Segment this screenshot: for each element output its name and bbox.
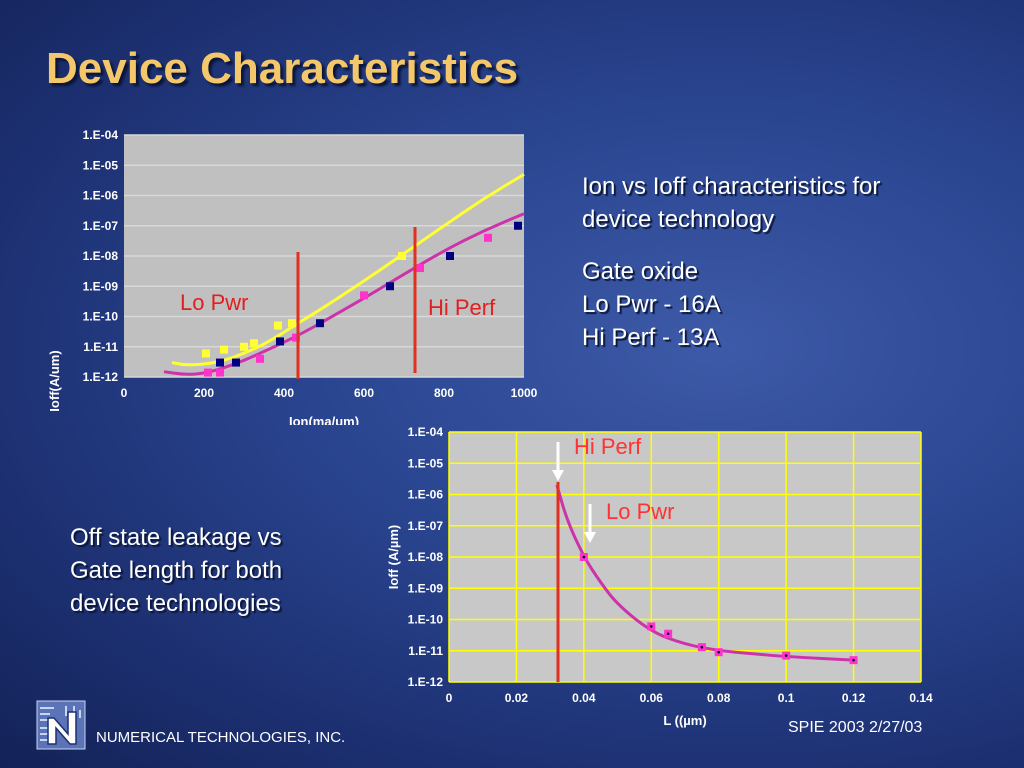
data-point-pink (292, 333, 300, 342)
x-tick-label: 200 (194, 386, 214, 400)
data-point-navy (386, 282, 394, 291)
data-point-yellow (240, 342, 248, 351)
leakage-description: Off state leakage vs Gate length for bot… (70, 521, 282, 620)
x-tick-label: 1000 (511, 386, 538, 400)
y-tick-label: 1.E-11 (408, 644, 443, 658)
y-tick-label: 1.E-12 (83, 370, 119, 384)
ion-ioff-chart: 1.E-12 1.E-11 1.E-10 1.E-09 1.E-08 1.E-07 1.E-… (47, 128, 538, 425)
data-point-navy (514, 221, 522, 230)
data-point-pink (256, 354, 264, 363)
x-tick-label: 0.14 (909, 691, 933, 705)
x-tick-label: 0 (446, 691, 453, 705)
nt-logo-icon (36, 700, 86, 750)
y-tick-label: 1.E-10 (83, 310, 119, 324)
data-point-navy (232, 358, 240, 367)
data-point-center (666, 632, 670, 636)
data-point-yellow (202, 349, 210, 358)
text-line: Ion vs Ioff characteristics for (582, 173, 881, 200)
hi-perf-oxide: Hi Perf - 13A (582, 324, 720, 351)
hi-perf-label: Hi Perf (574, 434, 642, 459)
x-tick-label: 400 (274, 386, 294, 400)
page-title: Device Characteristics (46, 44, 519, 93)
text-line: device technologies (70, 590, 281, 617)
text-line: Gate length for both (70, 557, 283, 584)
x-tick-label: 0.08 (707, 691, 731, 705)
data-point-center (852, 658, 855, 662)
series-curve-magenta (555, 484, 854, 662)
y-tick-label: 1.E-07 (83, 219, 119, 233)
data-point-pink (216, 368, 224, 377)
y-tick-label: 1.E-10 (408, 613, 444, 627)
data-point-yellow (250, 339, 258, 348)
y-axis-title: Ioff(A/um) (47, 350, 62, 411)
hi-perf-label: Hi Perf (428, 295, 496, 320)
ion-ioff-description: Ion vs Ioff characteristics for device t… (582, 170, 880, 236)
data-point-center (784, 654, 788, 657)
y-tick-label: 1.E-09 (408, 581, 444, 595)
lo-pwr-label: Lo Pwr (606, 499, 674, 524)
leakage-vs-length-chart: 1.E-12 1.E-11 1.E-10 1.E-09 1.E-08 1.E-07 1.E-… (386, 425, 933, 728)
y-tick-label: 1.E-07 (408, 519, 444, 533)
data-point-navy (276, 337, 284, 346)
y-tick-label: 1.E-08 (83, 249, 119, 263)
gate-oxide-heading: Gate oxide (582, 258, 699, 285)
data-point-pink (416, 264, 424, 273)
y-tick-label: 1.E-05 (83, 158, 119, 172)
x-axis-title: Ion(ma/um) (289, 414, 359, 425)
lo-pwr-arrow (584, 504, 596, 543)
data-point-center (717, 650, 721, 654)
data-point-center (582, 555, 586, 559)
x-tick-label: 0.12 (842, 691, 866, 705)
y-tick-label: 1.E-06 (83, 189, 119, 203)
data-point-navy (316, 319, 324, 328)
data-point-yellow (398, 252, 406, 260)
y-tick-label: 1.E-05 (408, 456, 444, 470)
x-tick-label: 0.06 (640, 691, 664, 705)
data-point-yellow (220, 345, 228, 354)
data-point-yellow (288, 319, 296, 328)
series-curve-magenta (163, 212, 525, 376)
gate-oxide-block: Gate oxide Lo Pwr - 16A Hi Perf - 13A (582, 255, 721, 354)
x-axis-title: L ((µm) (663, 713, 706, 728)
data-point-navy (216, 358, 224, 367)
y-tick-label: 1.E-04 (408, 425, 444, 439)
text-line: Off state leakage vs (70, 524, 282, 551)
x-tick-label: 0.02 (505, 691, 529, 705)
y-tick-label: 1.E-12 (408, 675, 444, 689)
lo-pwr-oxide: Lo Pwr - 16A (582, 291, 721, 318)
y-tick-label: 1.E-04 (83, 128, 119, 142)
data-point-center (649, 625, 653, 628)
y-tick-label: 1.E-06 (408, 488, 444, 502)
y-tick-label: 1.E-11 (83, 340, 118, 354)
footer-company: NUMERICAL TECHNOLOGIES, INC. (96, 729, 346, 746)
data-point-yellow (274, 321, 282, 330)
x-tick-label: 0.1 (778, 691, 795, 705)
hi-perf-arrow (552, 442, 564, 481)
data-point-center (700, 645, 704, 649)
footer-conference: SPIE 2003 2/27/03 (788, 719, 923, 736)
x-tick-label: 800 (434, 386, 454, 400)
x-tick-label: 0.04 (572, 691, 596, 705)
y-axis-title: Ioff (A/µm) (386, 525, 401, 590)
data-point-pink (204, 368, 212, 377)
text-line: device technology (582, 206, 775, 233)
x-tick-label: 600 (354, 386, 374, 400)
y-tick-label: 1.E-09 (83, 279, 119, 293)
x-tick-label: 0 (121, 386, 128, 400)
y-tick-label: 1.E-08 (408, 550, 444, 564)
data-point-navy (446, 252, 454, 260)
data-point-pink (484, 233, 492, 242)
series-curve-yellow (171, 173, 525, 367)
lo-pwr-label: Lo Pwr (180, 290, 248, 315)
data-point-pink (360, 291, 368, 300)
